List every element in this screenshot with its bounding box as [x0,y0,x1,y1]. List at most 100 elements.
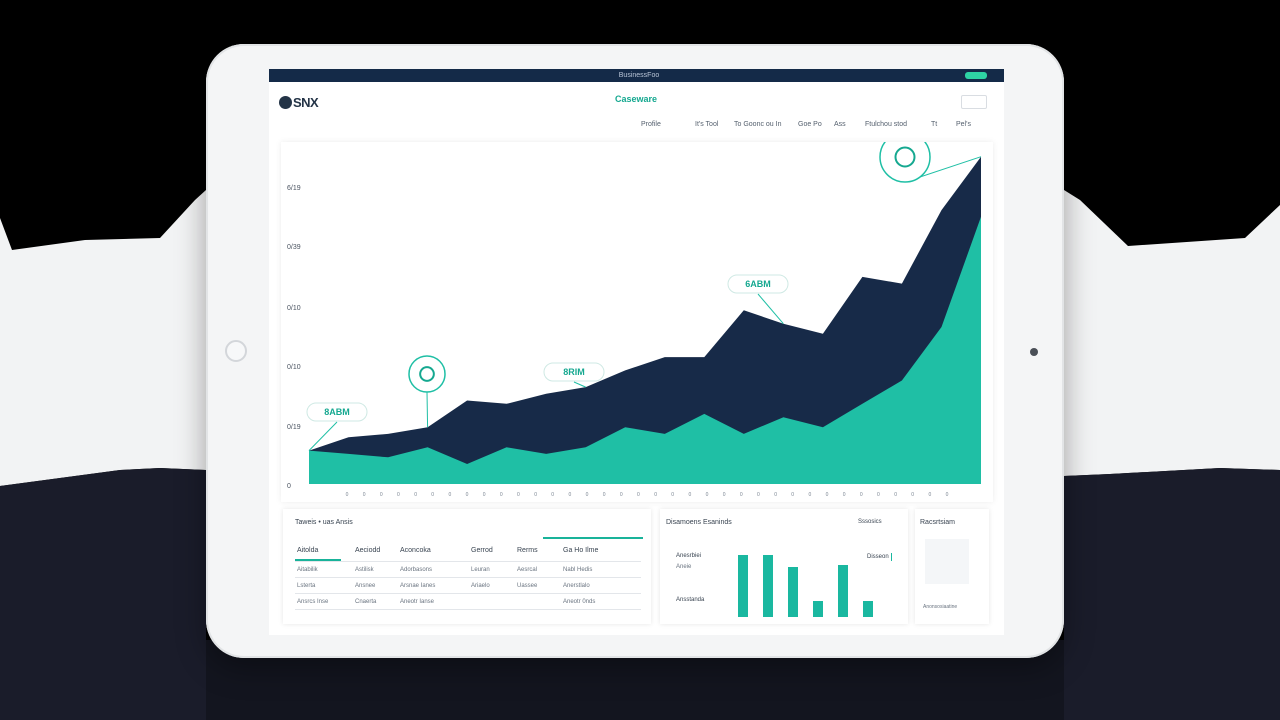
bar [763,554,773,617]
x-tick-label: 0 [689,492,692,498]
column-header[interactable]: Aconcoka [400,547,431,554]
column-header[interactable]: Aeciodd [355,547,381,554]
area-chart: 6/19 0/39 0/10 0/10 0/19 0 0 0 0 0 0 0 0 0 0 0 0 0 0 0 0 0 0 0 0… [287,142,982,498]
x-tick-label: 0 [380,492,383,498]
series-area-teal [309,216,981,485]
x-tick-label: 0 [860,492,863,498]
table-cell: Astilisk [355,567,374,573]
x-tick-label: 0 [603,492,606,498]
table-cell: Ariaelo [471,583,490,589]
row-divider [295,593,641,594]
nav-item[interactable]: Pel's [956,121,971,128]
column-header[interactable]: Ga Ho Ilme [563,547,599,554]
x-tick-label: 0 [843,492,846,498]
x-tick-label: 0 [671,492,674,498]
x-tick-label: 0 [791,492,794,498]
x-tick-label: 0 [569,492,572,498]
callout-label: 8ABM [324,407,350,417]
callout-pill [306,402,368,422]
x-tick-label: 0 [483,492,486,498]
nav-item[interactable]: To Goonc ou In [734,121,782,128]
table-cell: Aesrcal [517,567,538,573]
column-header[interactable]: Rerms [517,547,538,554]
bar-panel-label: Anesrbiei [676,553,702,559]
row-divider [295,561,641,562]
x-tick-label: 0 [500,492,503,498]
x-tick-label: 0 [466,492,469,498]
x-tick-label: 0 [706,492,709,498]
money-icon [879,142,931,183]
bar [813,601,823,617]
y-tick-label: 0/10 [287,364,301,371]
area-chart-panel: 6/19 0/39 0/10 0/10 0/19 0 0 0 0 0 0 0 0 0 0 0 0 0 0 0 0 0 0 0 0… [281,142,993,502]
x-tick-label: 0 [809,492,812,498]
column-header[interactable]: Gerrod [471,547,493,554]
x-tick-label: 0 [586,492,589,498]
x-tick-label: 0 [894,492,897,498]
table-cell: Aitabilik [297,567,318,573]
callout-pill [727,274,789,294]
x-tick-label: 0 [397,492,400,498]
header-menu-button[interactable] [961,95,987,109]
table-cell: Aneotr Ianse [400,599,435,605]
callout-label: 6ABM [745,279,771,289]
nav-item[interactable]: Tt [931,121,938,128]
side-panel-placeholder [925,539,969,584]
x-tick-label: 0 [723,492,726,498]
bar-chart-panel: Disamoens Esaninds Sssosics Anesrbiei An… [660,509,908,624]
app-title: Caseware [615,94,658,104]
nav-item[interactable]: Profile [641,121,661,128]
active-column-indicator [295,559,341,561]
x-tick-label: 0 [517,492,520,498]
y-tick-label: 0/19 [287,424,301,431]
x-tick-label: 0 [363,492,366,498]
callout-leader [757,293,784,325]
table-accent-line [543,537,643,539]
x-tick-label: 0 [551,492,554,498]
app-header: SNX Caseware Profile It's Tool To Goonc … [269,82,1004,142]
x-tick-label: 0 [346,492,349,498]
nav-item[interactable]: Ftulchou stod [865,121,908,128]
camera-icon [1030,348,1038,356]
table-cell: Leuran [471,567,490,573]
column-header[interactable]: Aitolda [297,547,319,554]
side-panel: Racsrtsiam Anonsosiaatine [915,509,989,624]
bar [838,565,848,617]
y-tick-label: 0 [287,483,291,490]
money-icon-glyph [894,146,916,168]
table-cell: Ansrcs Inse [297,599,329,605]
table-cell: Anerstlalo [563,583,590,589]
chart-icon [408,355,446,393]
nav-item[interactable]: Goe Po [798,121,822,128]
side-panel-footer: Anonsosiaatine [923,604,958,610]
table-cell: Uassee [517,583,538,589]
bar-panel-label: Ansstanda [676,597,705,603]
callout-leader [426,391,429,428]
bar-panel-badge: Disseon [865,553,892,561]
x-tick-label: 0 [911,492,914,498]
x-tick-label: 0 [654,492,657,498]
row-divider [295,577,641,578]
battery-icon [965,72,987,79]
chart-icon-glyph [419,366,435,382]
x-tick-label: 0 [620,492,623,498]
status-bar-title: BusinessFoo [618,72,660,79]
row-divider [295,609,641,610]
nav-item[interactable]: Ass [834,121,846,128]
x-tick-label: 0 [877,492,880,498]
side-panel-heading: Racsrtsiam [920,519,956,526]
x-tick-label: 0 [826,492,829,498]
table-panel-heading: Taweis • uas Ansis [295,519,353,526]
bar [788,567,798,617]
bar [738,554,748,617]
table-cell: Lsterta [297,583,316,589]
home-button[interactable] [225,340,247,362]
table-panel: Taweis • uas Ansis Aitolda Aeciodd Aconc… [283,509,651,624]
table-cell: Cnaerta [355,599,377,605]
x-tick-label: 0 [637,492,640,498]
status-bar: BusinessFoo [269,69,1004,82]
nav-item[interactable]: It's Tool [695,121,719,128]
bar-panel-right-label: Sssosics [858,519,882,525]
table-cell: Ansnee [355,583,376,589]
x-tick-label: 0 [431,492,434,498]
